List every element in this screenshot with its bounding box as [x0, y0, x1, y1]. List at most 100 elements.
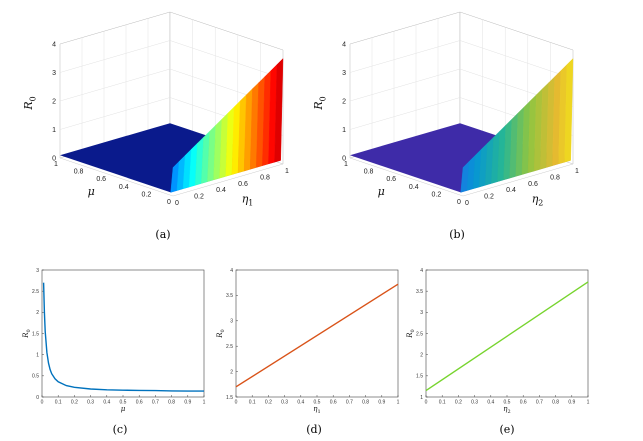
x-tick-label: 0.8 — [362, 400, 369, 406]
panel-d-line-chart: 0 0.1 0.2 0.3 0.4 0.5 0.6 0.7 0.8 0.9 1 1.5 2 2.5 3 3.5… — [216, 268, 400, 415]
eta-tick-label: 0.8 — [260, 174, 270, 181]
z-tick-label: 4 — [52, 42, 56, 49]
mu-tick-label: 0.2 — [432, 191, 442, 198]
series-line — [235, 283, 399, 388]
panel-e-line-chart: 0 0.1 0.2 0.3 0.4 0.5 0.6 0.7 0.8 0.9 1 1 1.5 2 2.5 3 3.… — [406, 268, 590, 415]
x-tick-label: 0.5 — [314, 400, 321, 406]
y-tick-label: 2 — [420, 352, 423, 358]
mu-tick-label: 0 — [167, 199, 171, 206]
y-axis-label: R0 — [216, 329, 226, 338]
x-tick-label: 0.3 — [281, 400, 288, 406]
caption-a: (a) — [155, 228, 170, 241]
caption-b: (b) — [449, 228, 465, 241]
eta-tick-label: 1 — [285, 168, 289, 175]
y-tick-label: 1.5 — [226, 395, 233, 401]
z-tick-label: 2 — [342, 99, 346, 106]
x-tick-label: 0.4 — [297, 400, 304, 406]
x-tick-label: 0.1 — [439, 400, 446, 406]
x-axis-label: η1 — [313, 405, 320, 415]
x-tick-label: 0.7 — [346, 400, 353, 406]
mu-tick-label: 0.6 — [386, 176, 396, 183]
eta-tick-label: 0.4 — [216, 187, 226, 194]
caption-d: (d) — [306, 423, 322, 436]
y-tick-label: 4 — [230, 268, 233, 274]
y-axis-label: R0 — [406, 329, 416, 338]
x-tick-label: 0 — [425, 400, 428, 406]
surface-ridge-strip — [274, 58, 284, 163]
z-axis-label: R0 — [312, 96, 327, 110]
series-line — [425, 281, 589, 392]
x-tick-label: 0.1 — [249, 400, 256, 406]
eta-tick-label: 0.6 — [238, 181, 248, 188]
mu-axis-label: μ — [378, 185, 385, 198]
x-tick-label: 1 — [397, 400, 400, 406]
x-tick-label: 0.6 — [520, 400, 527, 406]
y-tick-label: 3.5 — [226, 293, 233, 299]
surface-ridge-strip — [564, 58, 574, 163]
mu-tick-label: 0.4 — [119, 184, 129, 191]
caption-c: (c) — [113, 423, 128, 436]
y-tick-label: 3 — [36, 268, 39, 274]
caption-e: (e) — [499, 423, 514, 436]
z-tick-label: 1 — [342, 127, 346, 134]
eta-tick-label: 0.4 — [506, 187, 516, 194]
x-tick-label: 0.8 — [552, 400, 559, 406]
z-tick-label: 1 — [52, 127, 56, 134]
grid-line-z — [59, 40, 284, 79]
y-tick-label: 4 — [420, 268, 423, 274]
mu-axis-label: μ — [88, 185, 95, 198]
eta-axis-label: η2 — [532, 192, 544, 207]
y-tick-label: 3 — [230, 319, 233, 325]
x-tick-label: 0 — [235, 400, 238, 406]
eta-tick-label: 1 — [575, 168, 579, 175]
eta-tick-label: 0.2 — [484, 194, 494, 201]
y-tick-label: 1 — [36, 352, 39, 358]
x-tick-label: 0.9 — [568, 400, 575, 406]
y-tick-label: 2.5 — [416, 331, 423, 337]
mu-tick-label: 1 — [54, 161, 58, 168]
mu-tick-label: 0.8 — [364, 169, 374, 176]
y-tick-label: 1.5 — [416, 374, 423, 380]
mu-tick-label: 1 — [344, 161, 348, 168]
x-tick-label: 0.3 — [471, 400, 478, 406]
eta-tick-label: 0.8 — [550, 174, 560, 181]
x-tick-label: 0.2 — [71, 400, 78, 406]
x-axis-label: μ — [121, 405, 126, 413]
y-tick-label: 3.5 — [416, 289, 423, 295]
eta-tick-label: 0 — [175, 200, 179, 207]
mu-tick-label: 0.4 — [409, 184, 419, 191]
y-tick-label: 3 — [420, 310, 423, 316]
z-tick-label: 0 — [52, 156, 56, 163]
x-tick-label: 0.1 — [55, 400, 62, 406]
x-tick-label: 0 — [41, 400, 44, 406]
x-tick-label: 0.6 — [330, 400, 337, 406]
plot-area — [425, 269, 589, 398]
x-tick-label: 0.5 — [120, 400, 127, 406]
y-tick-label: 0.5 — [32, 374, 39, 380]
mu-tick-label: 0 — [457, 199, 461, 206]
z-tick-label: 0 — [342, 156, 346, 163]
x-tick-label: 1 — [587, 400, 590, 406]
x-tick-label: 0.4 — [487, 400, 494, 406]
y-axis-label: R0 — [22, 329, 32, 338]
mu-tick-label: 0.8 — [74, 169, 84, 176]
x-tick-label: 0.7 — [152, 400, 159, 406]
y-tick-label: 2 — [230, 369, 233, 375]
z-axis-label: R0 — [22, 96, 37, 110]
z-tick-label: 3 — [342, 70, 346, 77]
eta-tick-label: 0.2 — [194, 194, 204, 201]
series-line — [42, 282, 204, 392]
x-tick-label: 0.4 — [103, 400, 110, 406]
x-tick-label: 0.3 — [87, 400, 94, 406]
y-tick-label: 1 — [420, 395, 423, 401]
x-axis-label: η2 — [503, 405, 510, 415]
eta-axis-label: η1 — [242, 192, 254, 207]
z-tick-label: 2 — [52, 99, 56, 106]
grid-line-z — [349, 40, 574, 79]
panel-c-line-chart: 0 0.1 0.2 0.3 0.4 0.5 0.6 0.7 0.8 0.9 1 0 0.5 1 1.5 2 2.… — [22, 268, 206, 413]
x-tick-label: 0.2 — [455, 400, 462, 406]
x-tick-label: 0.6 — [136, 400, 143, 406]
